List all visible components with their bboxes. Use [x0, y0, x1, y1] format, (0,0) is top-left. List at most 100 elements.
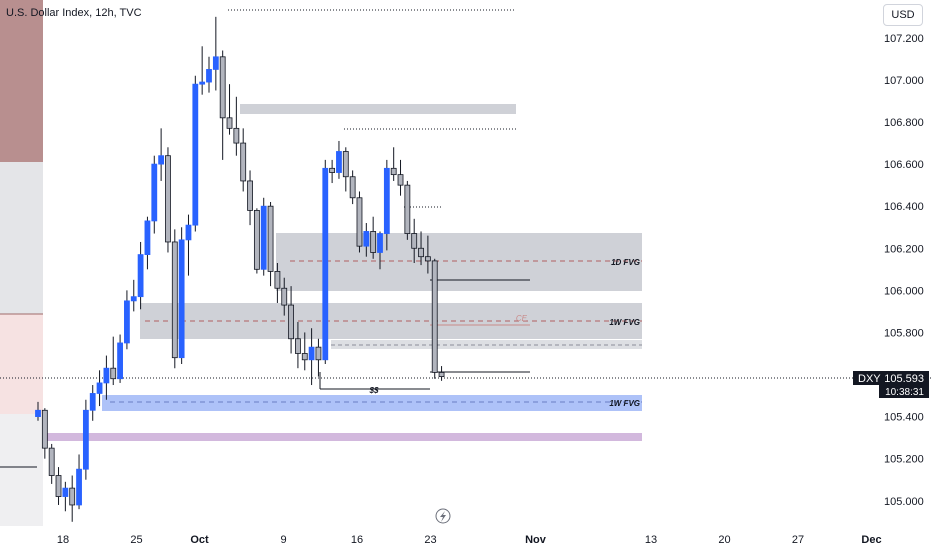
candle-body[interactable]	[253, 209, 260, 270]
candle-body[interactable]	[267, 205, 274, 272]
candle-body[interactable]	[41, 409, 48, 449]
x-tick-label: 9	[280, 534, 286, 546]
candle-body[interactable]	[144, 220, 151, 255]
candle-body[interactable]	[199, 81, 206, 85]
candle-body[interactable]	[158, 155, 165, 165]
candle-body[interactable]	[247, 180, 253, 211]
candle-body[interactable]	[69, 487, 76, 506]
x-tick-label: 20	[718, 534, 730, 546]
candle-body[interactable]	[424, 256, 431, 262]
candle-body[interactable]	[137, 254, 144, 298]
y-tick-label: 107.200	[884, 33, 924, 45]
candle-body[interactable]	[171, 241, 178, 359]
symbol-price-tag	[853, 371, 929, 385]
candle-body[interactable]	[82, 409, 89, 470]
candle-body[interactable]	[117, 342, 123, 380]
candle-body[interactable]	[404, 184, 411, 234]
candle-body[interactable]	[363, 231, 370, 247]
candle-body[interactable]	[226, 117, 233, 129]
candle-body[interactable]	[151, 163, 158, 222]
candle-body[interactable]	[55, 475, 62, 497]
candle-body[interactable]	[103, 367, 110, 384]
candle-body[interactable]	[62, 487, 69, 497]
currency-button[interactable]: USD	[883, 4, 923, 26]
candle-body[interactable]	[356, 197, 363, 247]
candle-body[interactable]	[431, 260, 438, 373]
x-tick-label: 13	[645, 534, 657, 546]
candle-body[interactable]	[329, 167, 336, 173]
candle-body[interactable]	[185, 224, 192, 241]
candle-body[interactable]	[89, 393, 96, 411]
x-tick-label: 18	[57, 534, 69, 546]
candle-body[interactable]	[212, 56, 219, 70]
candle-body[interactable]	[438, 372, 445, 378]
candle-body[interactable]	[411, 233, 418, 249]
candle-body[interactable]	[240, 142, 247, 182]
candle-body[interactable]	[192, 83, 199, 226]
x-tick-label: 25	[130, 534, 142, 546]
candle-body[interactable]	[349, 176, 356, 199]
candle-body[interactable]	[342, 151, 349, 178]
candle-body[interactable]	[301, 353, 308, 361]
candle-body[interactable]	[336, 151, 342, 173]
annotation-sell-side: $$	[369, 386, 379, 395]
candle-body[interactable]	[322, 167, 329, 361]
candle-body[interactable]	[295, 338, 301, 354]
candle-body[interactable]	[76, 468, 82, 506]
candle-body[interactable]	[370, 231, 377, 253]
candle-body[interactable]	[288, 304, 294, 340]
candle-body[interactable]	[281, 287, 288, 306]
candle-body[interactable]	[110, 367, 117, 380]
candle-body[interactable]	[383, 167, 390, 234]
y-tick-label: 106.000	[884, 285, 924, 297]
annotation-ce: CE	[516, 314, 528, 323]
candle-body[interactable]	[418, 247, 424, 258]
fvg-zone-1d	[276, 233, 642, 291]
candle-body[interactable]	[35, 409, 41, 417]
fvg-zone-1w-lower	[102, 395, 642, 411]
lightning-icon	[440, 511, 446, 522]
x-tick-label: 27	[792, 534, 804, 546]
current-price-label: 105.593	[884, 373, 924, 385]
candle-body[interactable]	[315, 346, 322, 361]
candle-body[interactable]	[96, 382, 103, 394]
candle-body[interactable]	[274, 271, 281, 289]
resistance-zone	[240, 104, 516, 114]
x-tick-label: Nov	[525, 534, 547, 546]
symbol-label: DXY	[858, 373, 881, 385]
countdown-tag	[879, 385, 929, 398]
y-tick-label: 105.400	[884, 412, 924, 424]
x-tick-label: 23	[424, 534, 436, 546]
x-tick-label: Dec	[861, 534, 881, 546]
y-tick-label: 106.200	[884, 243, 924, 255]
left-red-zone	[0, 0, 43, 162]
purple-zone	[43, 433, 642, 441]
candle-body[interactable]	[397, 174, 404, 186]
annotation-1w-fvg-lower: 1W FVG	[609, 399, 640, 408]
candle-body[interactable]	[219, 56, 226, 119]
candle-body[interactable]	[178, 239, 185, 359]
y-tick-label: 106.600	[884, 159, 924, 171]
candle-body[interactable]	[390, 167, 397, 176]
candle-body[interactable]	[206, 69, 212, 83]
candle-body[interactable]	[260, 205, 267, 270]
candle-body[interactable]	[233, 127, 240, 144]
y-tick-label: 106.800	[884, 117, 924, 129]
candle-body[interactable]	[124, 300, 130, 344]
y-tick-label: 105.200	[884, 454, 924, 466]
candle-body[interactable]	[308, 346, 315, 361]
candle-body[interactable]	[165, 155, 171, 243]
left-light-zone	[0, 414, 43, 526]
candle-body[interactable]	[130, 296, 137, 302]
x-tick-label: 16	[351, 534, 363, 546]
y-tick-label: 106.400	[884, 201, 924, 213]
price-axis[interactable]: 107.200 107.000 106.800 106.600 106.400 106.2…	[884, 33, 924, 508]
candle-body[interactable]	[377, 233, 383, 253]
broker-logo-icon	[435, 508, 451, 524]
left-grey-zone	[0, 162, 43, 314]
y-tick-label: 105.800	[884, 327, 924, 339]
time-axis[interactable]: 18 25 Oct 9 16 23 Nov 13 20 27 Dec	[57, 534, 882, 546]
candle-body[interactable]	[48, 447, 55, 476]
